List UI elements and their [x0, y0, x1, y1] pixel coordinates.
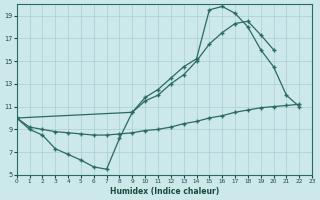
X-axis label: Humidex (Indice chaleur): Humidex (Indice chaleur): [110, 187, 219, 196]
